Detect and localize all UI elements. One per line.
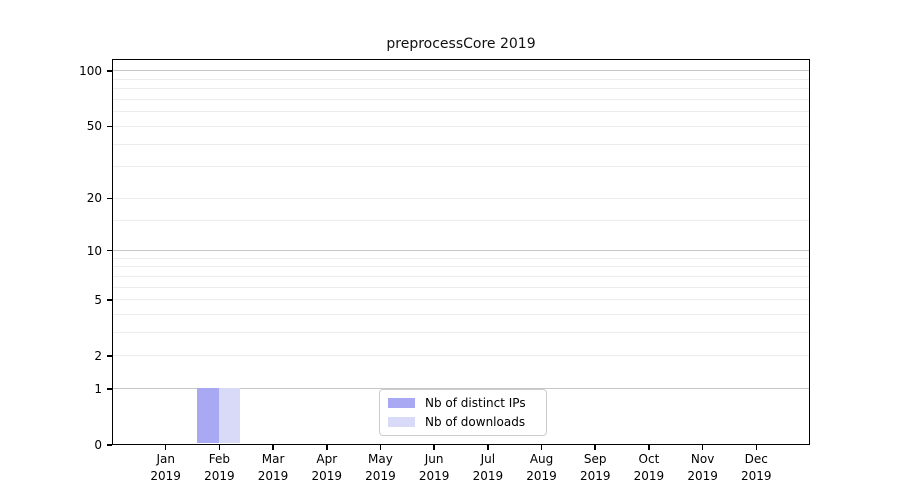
x-tick-label-year: 2019: [687, 469, 718, 483]
x-tick-label-month: May: [368, 452, 393, 466]
y-tick: [107, 197, 112, 200]
x-tick-label-year: 2019: [741, 469, 772, 483]
legend: Nb of distinct IPs Nb of downloads: [379, 389, 547, 436]
x-tick-label-month: Feb: [208, 452, 230, 466]
plot-area: [112, 59, 810, 445]
x-tick: [164, 445, 167, 450]
y-tick-label: 2: [94, 348, 102, 363]
x-tick-label-month: Jun: [424, 452, 444, 466]
minor-gridline: [113, 219, 809, 221]
minor-gridline: [113, 166, 809, 168]
legend-row: Nb of downloads: [388, 415, 538, 429]
y-tick: [107, 388, 112, 390]
legend-swatch: [388, 417, 415, 427]
x-tick-label-year: 2019: [257, 469, 289, 483]
x-tick: [755, 445, 758, 450]
major-gridline: [113, 388, 809, 390]
x-tick-label-month: Sep: [583, 452, 607, 466]
x-tick-label-year: 2019: [150, 469, 181, 483]
minor-gridline: [113, 257, 809, 259]
legend-swatch: [388, 398, 415, 408]
legend-row: Nb of distinct IPs: [388, 396, 538, 410]
minor-gridline: [113, 88, 809, 90]
y-tick-label: 10: [86, 243, 102, 258]
x-tick: [648, 445, 650, 450]
y-tick-label: 0: [94, 438, 102, 452]
bar-nb-of-downloads: [218, 388, 241, 443]
x-tick-label-year: 2019: [472, 469, 504, 483]
x-tick-label-year: 2019: [633, 469, 665, 483]
x-tick-label-month: Dec: [744, 452, 768, 466]
minor-gridline: [113, 332, 809, 334]
y-tick-label: 20: [86, 191, 102, 206]
y-tick: [107, 125, 112, 128]
x-tick: [272, 445, 274, 450]
x-tick-label-month: Aug: [529, 452, 554, 466]
chart-title: preprocessCore 2019: [386, 36, 536, 52]
minor-gridline: [113, 355, 809, 357]
minor-gridline: [113, 299, 809, 301]
x-tick: [701, 445, 704, 450]
x-tick: [379, 445, 382, 450]
minor-gridline: [113, 266, 809, 268]
x-tick-label-year: 2019: [204, 469, 235, 483]
x-tick-label-year: 2019: [526, 469, 557, 483]
y-tick: [107, 444, 112, 446]
minor-gridline: [113, 99, 809, 101]
x-tick: [326, 445, 328, 450]
y-tick-label: 5: [94, 292, 102, 307]
minor-gridline: [113, 111, 809, 113]
x-tick-label-month: Oct: [638, 452, 660, 466]
x-tick: [594, 445, 596, 450]
y-tick-label: 100: [79, 63, 102, 78]
y-tick: [107, 355, 112, 357]
minor-gridline: [113, 314, 809, 316]
minor-gridline: [113, 143, 809, 145]
legend-label: Nb of distinct IPs: [425, 396, 526, 410]
y-tick-label: 50: [86, 119, 102, 134]
x-tick-label-year: 2019: [365, 469, 396, 483]
x-tick: [540, 445, 543, 450]
x-tick-label-year: 2019: [579, 469, 611, 483]
minor-gridline: [113, 125, 809, 127]
x-tick-label-year: 2019: [311, 469, 343, 483]
x-tick: [487, 445, 489, 450]
x-tick: [433, 445, 435, 450]
legend-label: Nb of downloads: [425, 415, 526, 429]
x-tick: [218, 445, 221, 450]
y-tick-label: 1: [94, 381, 102, 396]
major-gridline: [113, 250, 809, 252]
x-tick-label-month: Mar: [261, 452, 285, 466]
bar-nb-of-distinct-ips: [197, 388, 219, 443]
minor-gridline: [113, 78, 809, 80]
minor-gridline: [113, 286, 809, 288]
x-tick-label-month: Jul: [480, 452, 496, 466]
x-tick-label-month: Nov: [690, 452, 715, 466]
y-tick: [107, 249, 112, 252]
y-tick: [107, 299, 112, 301]
minor-gridline: [113, 275, 809, 277]
x-tick-label-year: 2019: [418, 469, 450, 483]
y-tick: [107, 70, 112, 72]
x-tick-label-month: Apr: [316, 452, 338, 466]
x-tick-label-month: Jan: [156, 452, 175, 466]
major-gridline: [113, 70, 809, 72]
minor-gridline: [113, 197, 809, 199]
